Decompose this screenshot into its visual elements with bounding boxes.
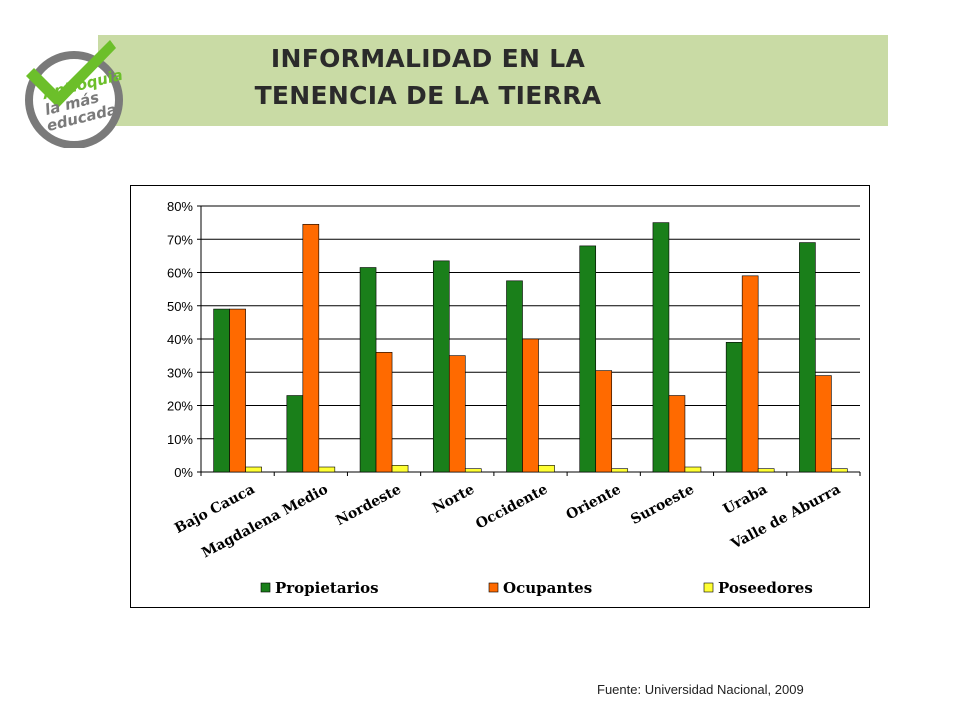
title-banner [98, 35, 888, 126]
bar-ocupantes [595, 370, 613, 473]
legend-swatch [488, 582, 499, 593]
slide-title: INFORMALIDAD EN LA TENENCIA DE LA TIERRA [98, 40, 758, 114]
y-tick-label: 50% [167, 299, 193, 314]
bar-ocupantes [448, 355, 466, 473]
bar-poseedores [318, 466, 336, 473]
antioquia-logo: Antioquia la más educada [25, 40, 125, 148]
bar-poseedores [611, 468, 629, 473]
y-tick-label: 40% [167, 332, 193, 347]
y-tick-label: 30% [167, 365, 193, 380]
bar-ocupantes [668, 395, 686, 473]
bar-propietarios [213, 308, 230, 473]
y-tick-label: 80% [167, 199, 193, 214]
bar-ocupantes [815, 375, 832, 473]
legend-label: Ocupantes [503, 579, 592, 597]
title-line-2: TENENCIA DE LA TIERRA [254, 81, 602, 110]
bar-poseedores [245, 466, 262, 473]
y-tick-label: 60% [167, 266, 193, 281]
bar-propietarios [286, 395, 304, 473]
bar-propietarios [799, 242, 816, 473]
bar-propietarios [432, 260, 450, 473]
x-tick-label: Uraba [721, 481, 770, 517]
x-tick-label: Magdalena Medio [199, 481, 330, 561]
y-tick-label: 10% [167, 432, 193, 447]
source-note: Fuente: Universidad Nacional, 2009 [597, 682, 804, 697]
legend-swatch [260, 582, 271, 593]
bar-ocupantes [522, 338, 539, 473]
bar-poseedores [831, 468, 848, 473]
bar-poseedores [684, 466, 702, 473]
bar-propietarios [725, 342, 743, 473]
bar-propietarios [652, 222, 670, 473]
legend-label: Propietarios [275, 579, 379, 597]
title-line-1: INFORMALIDAD EN LA [270, 44, 586, 73]
y-tick-label: 20% [167, 399, 193, 414]
bar-ocupantes [302, 223, 320, 473]
bar-poseedores [757, 468, 775, 473]
x-tick-label: Oriente [564, 481, 624, 523]
y-tick-label: 0% [174, 465, 193, 480]
bar-poseedores [464, 468, 482, 473]
legend-label: Poseedores [718, 579, 813, 597]
x-tick-label: Suroeste [628, 481, 697, 528]
bar-propietarios [506, 280, 523, 473]
y-tick-label: 70% [167, 232, 193, 247]
chart-frame: 0% 10% 20% 30% 40% 50% 60% 70% 80% Bajo Cauca Magd… [130, 185, 870, 608]
bar-poseedores [538, 465, 555, 473]
x-tick-label: Norte [430, 481, 477, 516]
bar-ocupantes [741, 275, 759, 473]
bar-ocupantes [375, 352, 393, 473]
x-tick-label: Nordeste [333, 481, 404, 529]
bar-ocupantes [229, 308, 246, 473]
legend-swatch [703, 582, 714, 593]
x-tick-label: Occidente [473, 481, 550, 532]
bar-propietarios [359, 267, 377, 473]
bar-propietarios [579, 245, 597, 473]
bar-chart: 0%10%20%30%40%50%60%70%80%Bajo CaucaMagd… [167, 199, 861, 597]
bar-poseedores [391, 465, 409, 473]
